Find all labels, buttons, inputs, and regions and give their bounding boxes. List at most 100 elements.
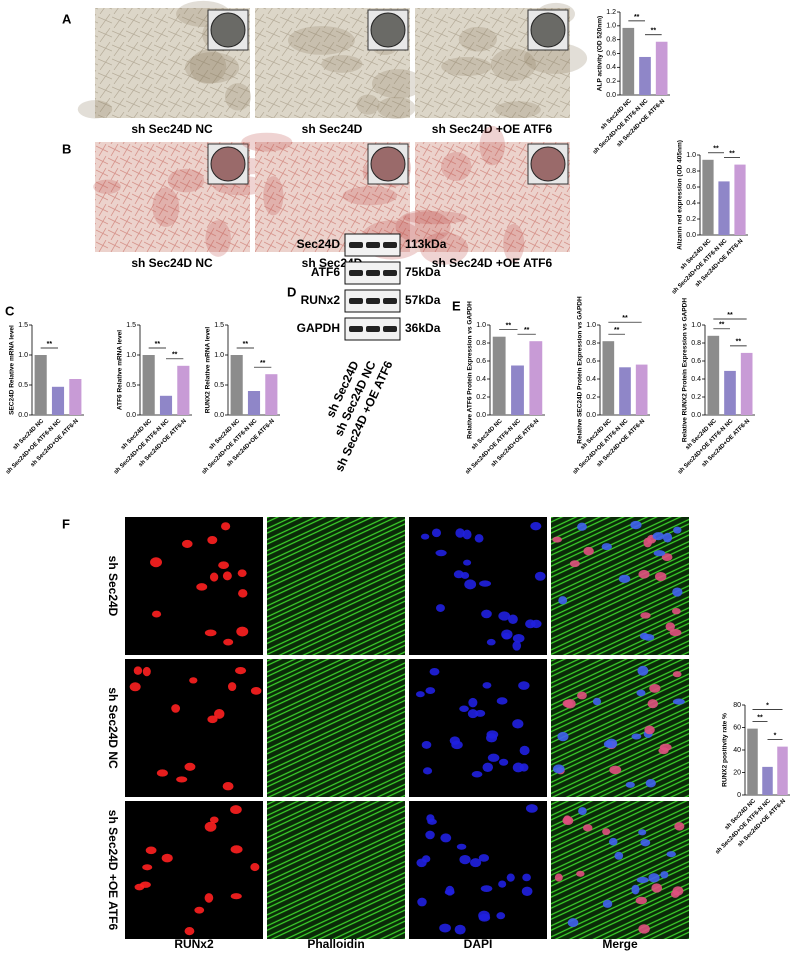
stain-patch bbox=[377, 96, 416, 119]
y-axis-label: Relative ATF6 Protein Expression vs GAPD… bbox=[467, 301, 474, 439]
stain-patch bbox=[371, 69, 425, 99]
nucleus bbox=[480, 885, 493, 892]
significance-label: ** bbox=[727, 312, 733, 319]
nucleus bbox=[640, 839, 651, 847]
significance-label: ** bbox=[260, 360, 266, 367]
nucleus bbox=[638, 569, 650, 579]
nucleus bbox=[482, 762, 494, 773]
significance-label: ** bbox=[713, 146, 719, 153]
stain-patch bbox=[167, 168, 205, 193]
nucleus bbox=[230, 805, 242, 815]
nucleus bbox=[150, 557, 162, 568]
inset-well bbox=[210, 146, 246, 182]
y-tick-label: 0.6 bbox=[586, 358, 596, 365]
nucleus bbox=[209, 572, 219, 582]
nucleus bbox=[512, 640, 522, 651]
nucleus bbox=[642, 634, 655, 641]
nucleus bbox=[463, 559, 472, 566]
stain-patch bbox=[342, 186, 398, 206]
y-axis-label: ALP activity (OD 520nm) bbox=[597, 16, 604, 91]
nucleus bbox=[640, 612, 651, 619]
nucleus bbox=[662, 532, 673, 543]
nucleus bbox=[654, 571, 667, 582]
nucleus bbox=[673, 526, 682, 534]
y-tick-label: 0.8 bbox=[476, 340, 486, 347]
y-axis-label: ATF6 Relative mRNA level bbox=[117, 330, 124, 410]
bar bbox=[230, 355, 243, 415]
bar bbox=[777, 746, 788, 795]
nucleus bbox=[451, 740, 463, 750]
nucleus bbox=[518, 681, 530, 690]
y-tick-label: 0.8 bbox=[691, 340, 701, 347]
nucleus bbox=[608, 837, 618, 846]
nucleus bbox=[567, 918, 579, 928]
fluor-image bbox=[551, 659, 689, 797]
stain-patch bbox=[503, 223, 525, 263]
y-tick-label: 40 bbox=[733, 747, 741, 754]
nucleus bbox=[552, 536, 562, 543]
nucleus bbox=[145, 846, 157, 855]
y-tick-label: 1.5 bbox=[126, 322, 136, 329]
y-tick-label: 0.0 bbox=[586, 412, 596, 419]
nucleus bbox=[171, 704, 181, 713]
nucleus bbox=[625, 781, 635, 788]
y-tick-label: 0.2 bbox=[586, 394, 596, 401]
y-axis-label: Relative SEC24D Protein Expression vs GA… bbox=[577, 296, 584, 444]
protein-label: Sec24D bbox=[297, 237, 341, 251]
nucleus bbox=[583, 824, 593, 832]
nucleus bbox=[519, 763, 529, 772]
nucleus bbox=[250, 863, 260, 872]
nucleus bbox=[218, 561, 230, 570]
y-tick-label: 0.5 bbox=[18, 382, 28, 389]
stain-patch bbox=[356, 94, 380, 115]
nucleus bbox=[133, 666, 143, 675]
nucleus bbox=[176, 776, 188, 783]
y-tick-label: 20 bbox=[733, 769, 741, 776]
nucleus bbox=[534, 571, 546, 581]
significance-label: ** bbox=[622, 315, 628, 322]
nucleus bbox=[425, 687, 436, 694]
significance-label: ** bbox=[47, 341, 53, 348]
y-tick-label: 0.6 bbox=[691, 358, 701, 365]
nucleus bbox=[496, 697, 508, 705]
blot-band bbox=[383, 326, 397, 332]
nucleus bbox=[512, 633, 525, 643]
column-label: Phalloidin bbox=[307, 937, 364, 951]
nucleus bbox=[522, 873, 531, 882]
y-axis-label: RUNX2 positivity rate % bbox=[722, 713, 729, 787]
nucleus bbox=[440, 833, 452, 843]
panel-label: B bbox=[62, 141, 71, 156]
y-tick-label: 0.6 bbox=[686, 184, 696, 191]
significance-label: ** bbox=[155, 341, 161, 348]
nucleus bbox=[467, 709, 479, 719]
nucleus bbox=[631, 884, 640, 895]
nucleus bbox=[672, 607, 681, 615]
nucleus bbox=[470, 858, 482, 868]
nucleus bbox=[471, 770, 483, 778]
panel-label: F bbox=[62, 516, 70, 531]
nucleus bbox=[666, 851, 676, 858]
nucleus bbox=[487, 753, 500, 762]
y-tick-label: 0.0 bbox=[606, 92, 616, 99]
bar bbox=[740, 352, 753, 415]
protein-label: ATF6 bbox=[311, 265, 340, 279]
y-tick-label: 0.6 bbox=[476, 358, 486, 365]
blot-band bbox=[349, 270, 363, 276]
significance-label: ** bbox=[736, 339, 742, 346]
nucleus bbox=[648, 873, 660, 883]
fluor-image bbox=[267, 801, 405, 939]
blot-band bbox=[366, 242, 380, 248]
bar bbox=[655, 41, 668, 95]
stain-patch bbox=[441, 56, 492, 76]
significance-label: ** bbox=[243, 341, 249, 348]
image-caption: sh Sec24D NC bbox=[131, 256, 213, 270]
bar bbox=[747, 728, 758, 795]
nucleus bbox=[554, 873, 563, 882]
y-tick-label: 1.2 bbox=[606, 9, 616, 16]
y-tick-label: 0.6 bbox=[606, 50, 616, 57]
nucleus bbox=[189, 677, 198, 684]
nucleus bbox=[636, 689, 646, 697]
x-tick-label: sh Sec24D NC bbox=[471, 418, 504, 451]
size-label: 75kDa bbox=[405, 265, 441, 279]
